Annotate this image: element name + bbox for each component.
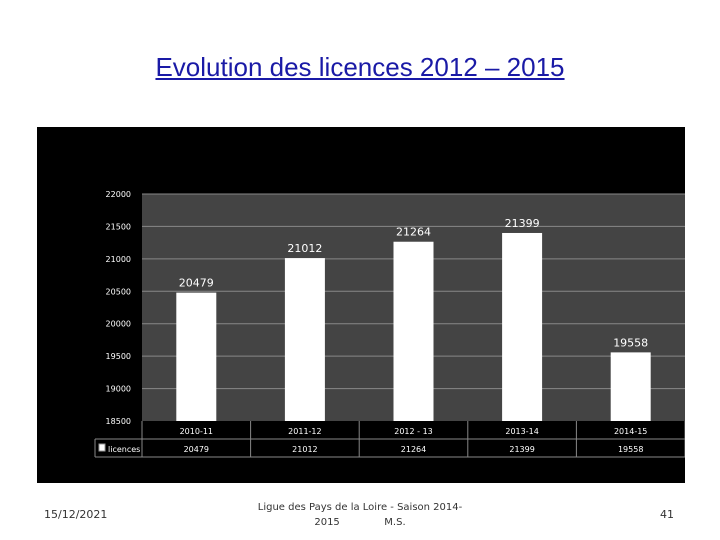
footer-credit-line1: Ligue des Pays de la Loire - Saison 2014…: [257, 502, 463, 513]
y-tick-label: 21000: [106, 255, 131, 264]
y-tick-label: 19000: [106, 385, 131, 394]
bar: [284, 258, 325, 421]
bar: [176, 292, 217, 421]
footer-credit: Ligue des Pays de la Loire - Saison 2014…: [255, 500, 465, 530]
y-tick-label: 20500: [106, 287, 131, 296]
x-tick-label: 2011-12: [288, 427, 321, 436]
y-tick-label: 22000: [106, 190, 131, 199]
data-label: 21399: [505, 217, 540, 230]
y-tick-label: 18500: [106, 417, 131, 426]
page-title: Evolution des licences 2012 – 2015: [155, 52, 565, 82]
footer-credit-line2: 2015 M.S.: [314, 517, 406, 528]
bar: [610, 352, 651, 421]
table-value: 21264: [401, 445, 426, 454]
bar-chart: 22000 21500 21000 20500 20000 19500 19000 18500…: [94, 190, 685, 458]
x-tick-label: 2012 - 13: [394, 427, 433, 436]
y-tick-label: 19500: [106, 352, 131, 361]
table-value: 21012: [292, 445, 317, 454]
page-number: 41: [660, 508, 674, 521]
legend-label: licences: [108, 445, 140, 454]
x-tick-label: 2013-14: [505, 427, 538, 436]
y-tick-label: 21500: [106, 222, 131, 231]
bar: [393, 241, 434, 421]
data-label: 20479: [179, 277, 214, 290]
footer-date: 15/12/2021: [44, 508, 108, 521]
table-value: 20479: [184, 445, 209, 454]
table-value: 21399: [509, 445, 534, 454]
table-value: 19558: [618, 445, 643, 454]
x-tick-label: 2010-11: [180, 427, 213, 436]
data-label: 21264: [396, 226, 431, 239]
y-tick-label: 20000: [106, 320, 131, 329]
data-label: 21012: [287, 242, 322, 255]
x-tick-label: 2014-15: [614, 427, 647, 436]
bar: [502, 232, 543, 421]
data-label: 19558: [613, 336, 648, 349]
legend-swatch: [98, 443, 106, 452]
chart-container: 22000 21500 21000 20500 20000 19500 19000 18500…: [37, 127, 685, 483]
